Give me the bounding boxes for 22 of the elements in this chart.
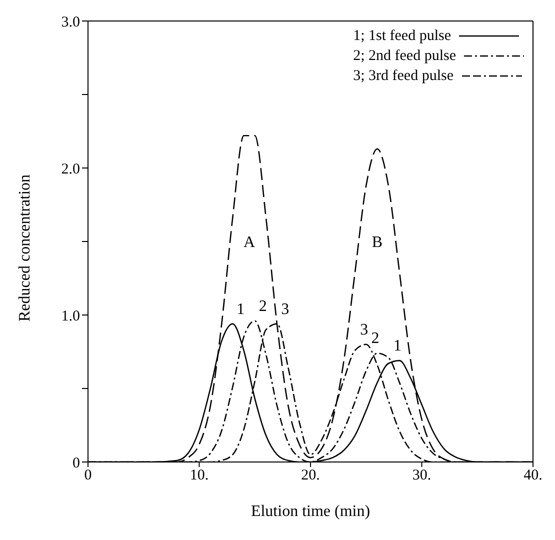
annotation: 2	[258, 298, 267, 315]
annotation: 3	[360, 321, 368, 338]
x-tick-label: 0	[84, 468, 92, 484]
x-tick-label: 40.	[524, 468, 542, 484]
y-tick-label: 3.0	[61, 14, 80, 30]
annotation: A	[244, 234, 256, 252]
y-tick-label: 2.0	[61, 161, 80, 178]
annotation: 1	[236, 300, 245, 318]
annotation: 2	[371, 330, 380, 348]
x-tick-label: 10.	[190, 468, 209, 484]
annotation: 1	[394, 338, 402, 355]
y-tick-label: 1.0	[61, 308, 80, 324]
x-axis-title: Elution time (min)	[250, 503, 370, 520]
legend-label: 1; 1st feed pulse	[353, 27, 452, 46]
legend-label: 2; 2nd feed pulse	[353, 47, 456, 66]
y-tick-label: 0	[72, 455, 80, 472]
y-axis-title: Reduced concentration	[16, 174, 34, 322]
x-tick-label: 30.	[412, 468, 432, 484]
annotation: 3	[281, 300, 290, 318]
annotation: B	[372, 234, 383, 252]
legend-label: 3; 3rd feed pulse	[353, 67, 454, 86]
x-tick-label: 20.	[301, 468, 320, 484]
